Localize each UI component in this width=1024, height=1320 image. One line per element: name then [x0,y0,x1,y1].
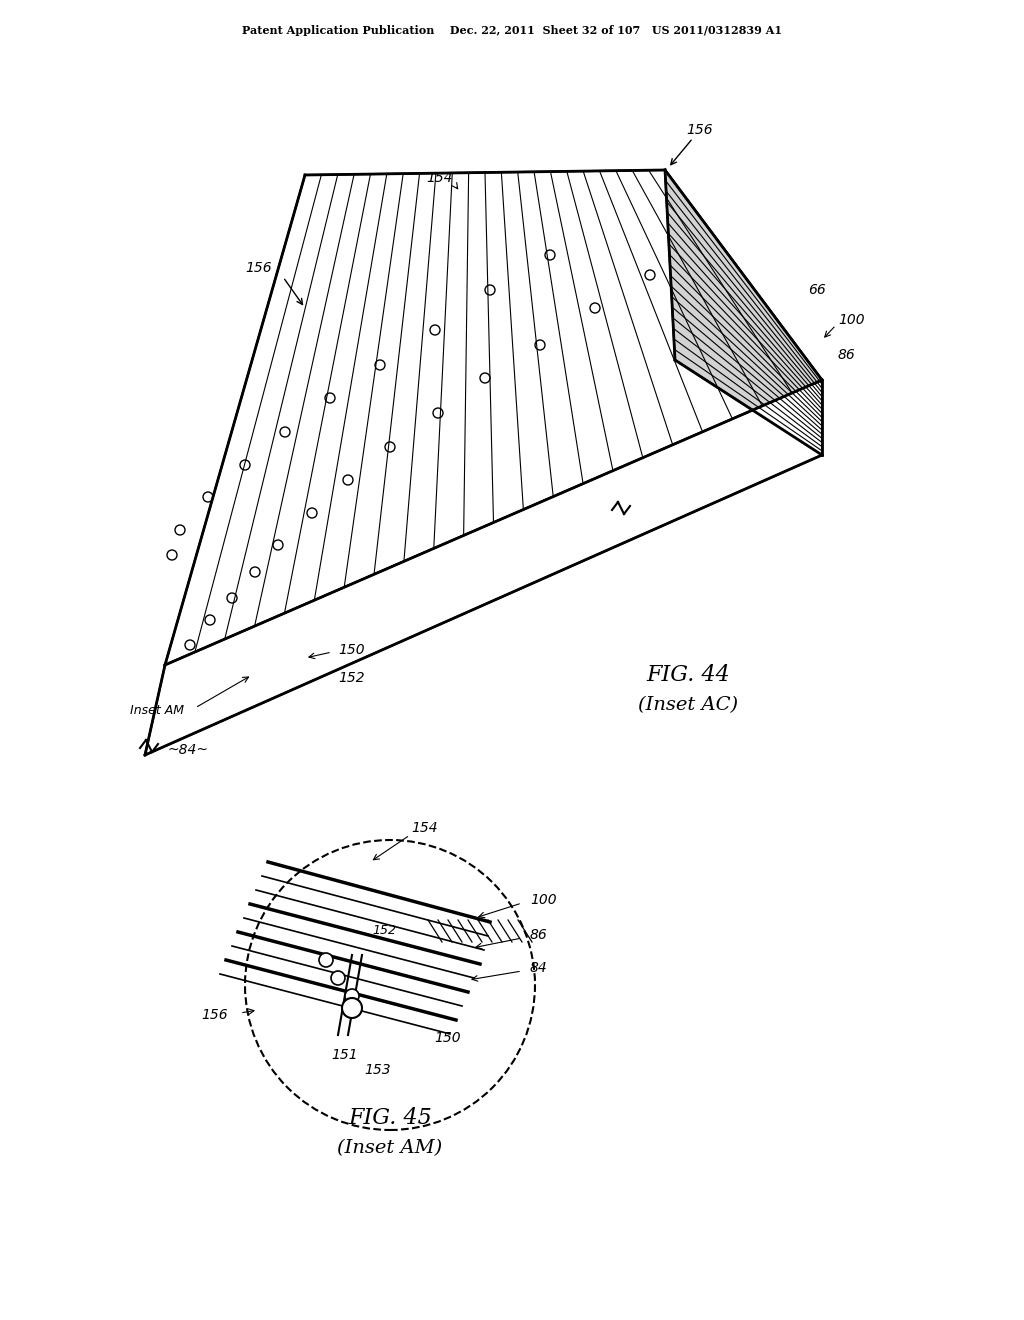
Text: 150: 150 [434,1031,462,1045]
Polygon shape [665,170,822,455]
Circle shape [345,989,359,1003]
Text: 156: 156 [246,261,272,275]
Text: (Inset AM): (Inset AM) [337,1139,442,1158]
Text: 152: 152 [338,671,365,685]
Text: 66: 66 [808,282,825,297]
Circle shape [331,972,345,985]
Circle shape [245,840,535,1130]
Text: 156: 156 [202,1008,228,1022]
Text: 151: 151 [332,1048,358,1063]
Text: (Inset AC): (Inset AC) [638,696,738,714]
Polygon shape [165,170,822,665]
Text: 154: 154 [412,821,438,836]
Text: FIG. 44: FIG. 44 [646,664,730,686]
Text: 86: 86 [838,348,856,362]
Text: ~84~: ~84~ [168,743,209,756]
Text: Inset AM: Inset AM [130,704,184,717]
Text: Patent Application Publication    Dec. 22, 2011  Sheet 32 of 107   US 2011/03128: Patent Application Publication Dec. 22, … [242,25,782,36]
Circle shape [342,998,362,1018]
Text: 152: 152 [372,924,396,936]
Text: FIG. 45: FIG. 45 [348,1107,432,1129]
Text: 154: 154 [427,172,454,185]
Text: 84: 84 [530,961,548,975]
Circle shape [319,953,333,968]
Polygon shape [145,380,822,755]
Text: 153: 153 [365,1063,391,1077]
Text: 100: 100 [838,313,864,327]
Text: 156: 156 [687,123,714,137]
Text: 150: 150 [338,643,365,657]
Text: 86: 86 [530,928,548,942]
Text: 100: 100 [530,894,557,907]
